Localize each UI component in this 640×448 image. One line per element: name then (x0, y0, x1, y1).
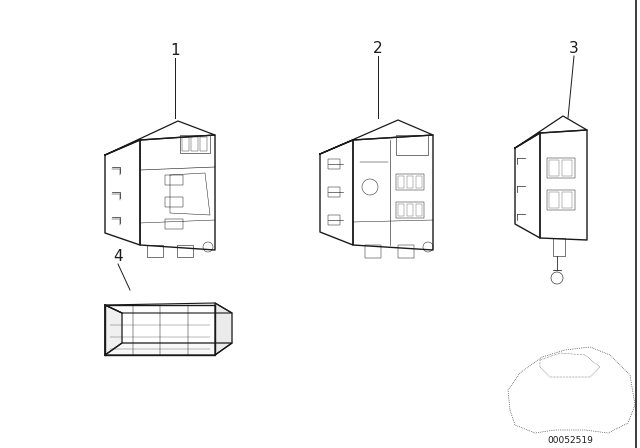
Bar (165, 219, 183, 229)
Text: 3: 3 (569, 40, 579, 56)
Bar (328, 215, 340, 225)
Text: 4: 4 (113, 249, 123, 263)
Bar (165, 175, 183, 185)
Polygon shape (105, 305, 122, 355)
Bar (547, 158, 575, 178)
Bar (549, 160, 559, 176)
Bar (416, 176, 422, 188)
Bar (365, 245, 381, 258)
Bar (328, 187, 340, 197)
Bar (191, 137, 198, 151)
Bar (398, 176, 404, 188)
Bar (398, 204, 404, 216)
Text: 00052519: 00052519 (547, 435, 593, 444)
Bar (407, 176, 413, 188)
Bar (177, 245, 193, 257)
Bar (180, 135, 210, 153)
Bar (416, 204, 422, 216)
Bar (562, 192, 572, 208)
Bar (165, 197, 183, 207)
Bar (182, 137, 189, 151)
Bar (147, 245, 163, 257)
Bar (549, 192, 559, 208)
Text: 1: 1 (170, 43, 180, 57)
Bar (398, 245, 414, 258)
Bar (396, 202, 424, 218)
Bar (396, 135, 428, 155)
Polygon shape (105, 343, 232, 355)
Bar (396, 174, 424, 190)
Bar (200, 137, 207, 151)
Bar (547, 190, 575, 210)
Text: 2: 2 (373, 40, 383, 56)
Polygon shape (215, 303, 232, 355)
Bar (328, 159, 340, 169)
Bar (407, 204, 413, 216)
Bar (562, 160, 572, 176)
